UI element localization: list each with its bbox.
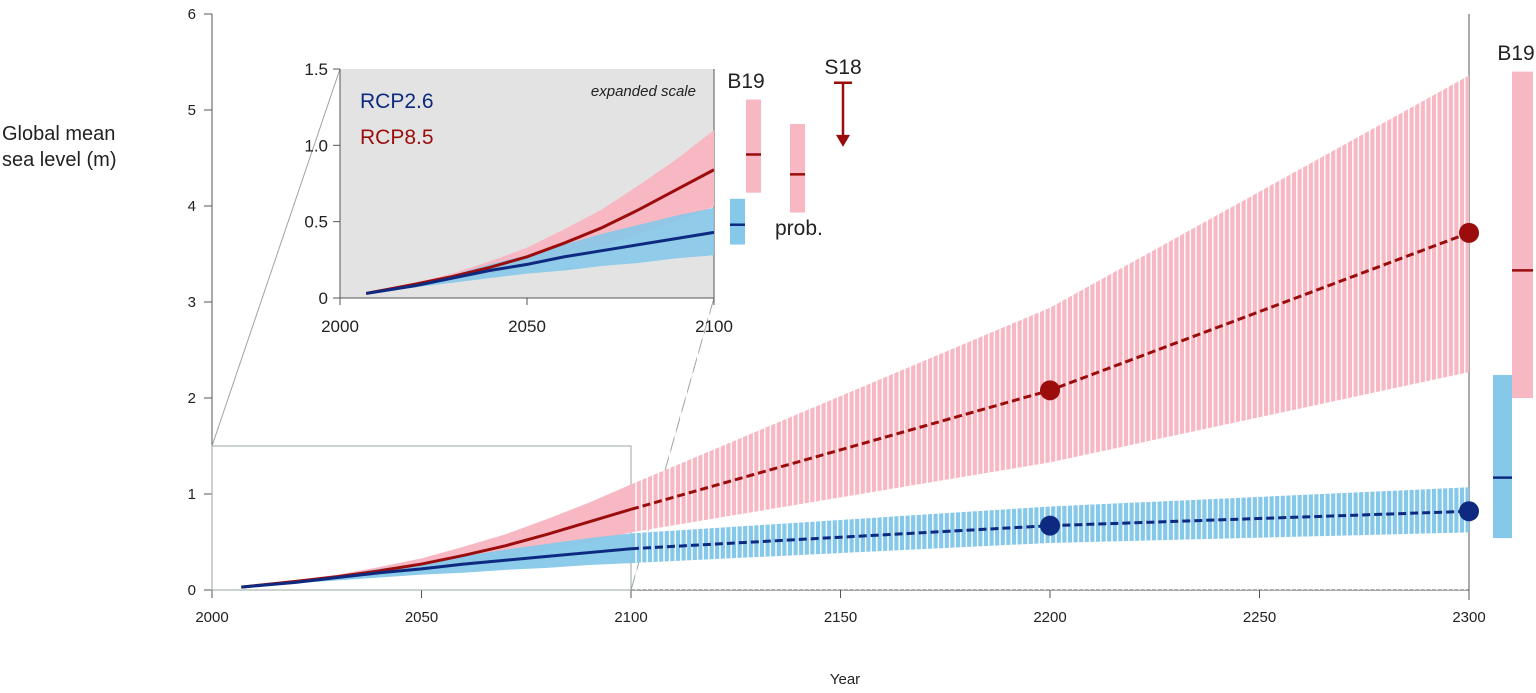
inset-y-tick-label: 0.5 <box>304 213 328 232</box>
inset-b19-rcp85-bar <box>746 99 761 193</box>
inset-y-tick-label: 0 <box>319 289 328 308</box>
x-tick-label: 2100 <box>614 609 647 626</box>
y-tick-label: 1 <box>188 486 196 503</box>
x-tick-label: 2200 <box>1033 609 1066 626</box>
inset-x-tick-label: 2050 <box>508 317 546 336</box>
x-tick-label: 2250 <box>1243 609 1276 626</box>
inset-annotation: expanded scale <box>591 83 696 100</box>
inset-y-tick-label: 1.5 <box>304 60 328 79</box>
s18-arrow-head-icon <box>836 134 850 147</box>
rcp85-marker <box>1040 380 1060 401</box>
legend-rcp85: RCP8.5 <box>360 126 434 149</box>
y-tick-label: 5 <box>188 102 196 119</box>
x-tick-label: 2300 <box>1452 609 1485 626</box>
rcp26-band-solid <box>241 533 631 588</box>
b19-2300-rcp26-bar <box>1493 374 1512 539</box>
legend-rcp26: RCP2.6 <box>360 90 434 113</box>
y-tick-label: 3 <box>188 294 196 311</box>
x-axis-label: Year <box>830 671 860 688</box>
y-tick-label: 4 <box>188 198 196 215</box>
inset-y-tick-label: 1.0 <box>304 136 328 155</box>
inset-x-tick-label: 2100 <box>695 317 733 336</box>
y-axis-label-line1: Global mean <box>2 123 115 145</box>
x-tick-label: 2150 <box>824 609 857 626</box>
inset-prob-label: prob. <box>775 217 823 240</box>
inset-rcp26-median-line <box>365 230 715 295</box>
x-tick-label: 2050 <box>405 609 438 626</box>
inset-b19-rcp26-bar <box>730 198 745 245</box>
inset-x-tick-label: 2000 <box>321 317 359 336</box>
rcp26-median-dashed <box>630 509 1470 551</box>
inset-b19-label: B19 <box>727 70 764 93</box>
rcp26-median-line <box>241 547 632 589</box>
zoom-connector-left <box>211 68 341 447</box>
rcp85-marker <box>1459 222 1479 243</box>
b19-2300-rcp85-bar <box>1512 71 1533 398</box>
rcp85-band-extended <box>631 75 1469 533</box>
inset-prob-rcp85-bar <box>790 123 805 213</box>
inset-s18-label: S18 <box>824 56 861 79</box>
y-axis-label-line2: sea level (m) <box>2 149 116 171</box>
rcp26-marker <box>1040 515 1060 536</box>
inset-rcp26-band <box>366 207 714 294</box>
y-tick-label: 6 <box>188 6 196 23</box>
x-tick-label: 2000 <box>195 609 228 626</box>
rcp26-marker <box>1459 501 1479 522</box>
b19-2300-label: B19 <box>1497 42 1534 65</box>
y-tick-label: 2 <box>188 390 196 407</box>
y-tick-label: 0 <box>188 582 196 599</box>
